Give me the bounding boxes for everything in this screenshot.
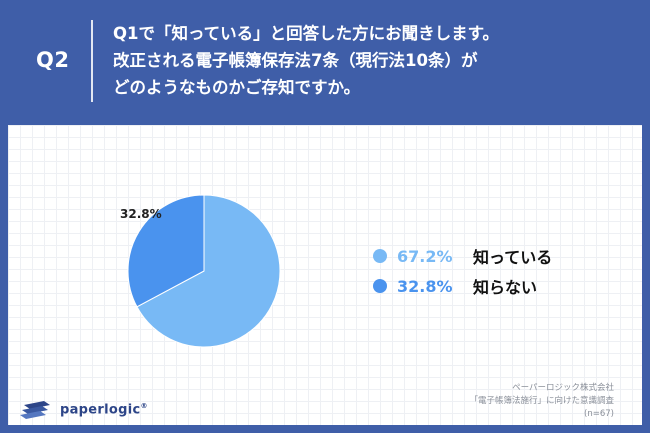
legend-item-dont-know: 32.8% 知らない: [373, 273, 552, 299]
footer-company: ペーパーロジック株式会社: [512, 383, 614, 393]
pie-chart: 67.2%32.8%: [120, 194, 281, 348]
legend-label-know: 知っている: [473, 248, 553, 267]
question-line-1: Q1で「知っている」と回答した方にお聞きします。: [113, 24, 500, 43]
question-text: Q1で「知っている」と回答した方にお聞きします。 改正される電子帳簿保存法7条（…: [113, 20, 633, 101]
footer-sample-size: (n=67): [584, 409, 614, 419]
pie-slice-know: [136, 194, 281, 348]
legend-swatch-dont-know: [373, 279, 387, 293]
pie-slice-dont-know: [127, 194, 205, 308]
question-line-3: どのようなものかご存知ですか。: [113, 78, 361, 97]
chart-legend: 67.2% 知っている 32.8% 知らない: [373, 243, 552, 303]
header: Q2 Q1で「知っている」と回答した方にお聞きします。 改正される電子帳簿保存法…: [0, 0, 650, 125]
question-number: Q2: [36, 48, 70, 72]
legend-percent-dont-know: 32.8%: [397, 276, 453, 296]
paperlogic-logo: paperlogic®: [20, 399, 148, 421]
logo-text: paperlogic®: [60, 402, 148, 418]
logo-icon: [20, 401, 50, 419]
legend-label-dont-know: 知らない: [473, 278, 538, 297]
source-footer: ペーパーロジック株式会社 「電子帳簿法施行」に向けた意識調査 (n=67): [469, 382, 614, 421]
legend-percent-know: 67.2%: [397, 246, 453, 266]
header-divider: [91, 20, 93, 102]
logo-registered-mark: ®: [140, 402, 148, 411]
footer-survey: 「電子帳簿法施行」に向けた意識調査: [469, 396, 614, 406]
question-line-2: 改正される電子帳簿保存法7条（現行法10条）が: [113, 51, 478, 70]
chart-panel: 67.2%32.8% 67.2% 知っている 32.8% 知らない paperl…: [8, 125, 642, 425]
legend-swatch-know: [373, 249, 387, 263]
pie-label-dont-know: 32.8%: [120, 207, 162, 221]
legend-item-know: 67.2% 知っている: [373, 243, 552, 269]
